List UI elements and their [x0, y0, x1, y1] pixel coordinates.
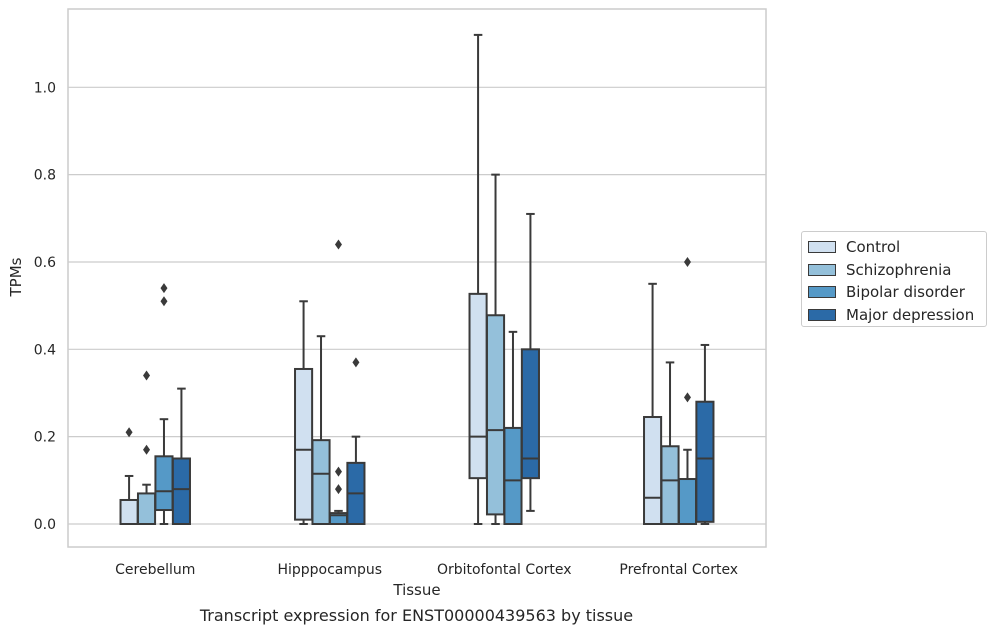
box: [520, 212, 540, 512]
y-tick-label: 0.6: [34, 255, 56, 271]
box: [346, 357, 366, 525]
outlier-point: [143, 370, 151, 381]
x-tick-label: Orbitofontal Cortex: [437, 562, 572, 578]
box-body: [311, 439, 331, 525]
box-body: [677, 478, 698, 525]
legend-swatch: [808, 241, 836, 254]
box: [485, 173, 506, 525]
box: [328, 239, 349, 526]
y-axis-title: TPMs: [7, 257, 25, 297]
box-body: [154, 455, 174, 512]
x-tick-label: Hipppocampus: [277, 562, 382, 578]
y-tick-label: 0.4: [34, 342, 56, 358]
box: [503, 330, 523, 525]
outlier-point: [125, 427, 133, 438]
outlier-point: [160, 283, 168, 294]
plot-border: [67, 8, 767, 548]
legend-item: Bipolar disorder: [808, 281, 986, 304]
outlier-point: [143, 444, 151, 455]
x-axis-title: Tissue: [392, 581, 440, 599]
legend-swatch: [808, 286, 836, 299]
outlier-point: [160, 296, 168, 307]
outlier-point: [352, 357, 360, 368]
boxes: [119, 33, 715, 526]
box-body: [503, 426, 523, 525]
x-tick-label: Cerebellum: [115, 562, 195, 578]
chart-caption: Transcript expression for ENST0000043956…: [199, 606, 634, 625]
y-tick-label: 0.0: [34, 517, 56, 533]
outlier-point: [334, 466, 342, 477]
box: [660, 361, 680, 525]
y-tick-labels: 0.0 0.2 0.4 0.6 0.8 1.0: [34, 80, 56, 533]
box-body: [171, 457, 191, 525]
box: [311, 335, 331, 525]
box: [294, 300, 314, 525]
box-body: [660, 445, 680, 525]
box-body: [520, 348, 540, 480]
plot-frame: [67, 8, 767, 548]
box-body: [643, 416, 663, 526]
box: [695, 343, 715, 525]
legend-swatch: [808, 263, 836, 276]
legend-item: Schizophrenia: [808, 259, 986, 282]
box-body: [136, 492, 157, 525]
box-body: [294, 367, 314, 521]
box: [119, 427, 139, 526]
box: [154, 283, 174, 525]
outlier-point: [334, 239, 342, 250]
outlier-point: [683, 392, 691, 403]
box-body: [485, 314, 506, 516]
box: [171, 387, 191, 525]
box: [136, 370, 157, 525]
y-tick-label: 0.8: [34, 168, 56, 184]
x-tick-label: Prefrontal Cortex: [619, 562, 738, 578]
box-body: [119, 498, 139, 526]
y-tick-label: 1.0: [34, 80, 56, 96]
legend-label: Bipolar disorder: [846, 283, 965, 302]
box-body: [695, 400, 715, 523]
box: [677, 256, 698, 525]
legend-label: Control: [846, 238, 901, 257]
legend-item: Major depression: [808, 304, 986, 327]
legend-swatch: [808, 308, 836, 321]
outlier-point: [683, 256, 691, 267]
legend-label: Schizophrenia: [846, 260, 952, 279]
y-tick-label: 0.2: [34, 430, 56, 446]
box: [643, 282, 663, 526]
box: [468, 33, 488, 525]
legend-item: Control: [808, 236, 986, 259]
legend-label: Major depression: [846, 305, 975, 324]
box-body: [468, 292, 488, 480]
outlier-point: [334, 484, 342, 495]
legend: Control Schizophrenia Bipolar disorder Majo…: [801, 231, 987, 327]
x-tick-labels: Cerebellum Hipppocampus Orbitofontal Corte…: [115, 562, 738, 578]
